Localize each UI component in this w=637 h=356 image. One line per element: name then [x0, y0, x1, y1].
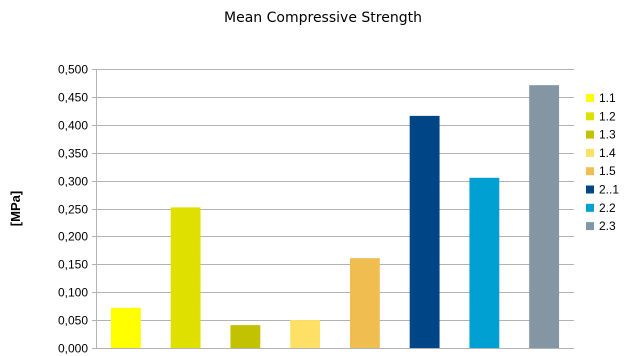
legend-label: 1.1: [599, 91, 616, 105]
bar-2.2: [469, 178, 499, 348]
legend-item: 1.2: [586, 109, 616, 123]
bar-1.5: [350, 258, 380, 348]
y-axis-ticks: 0,000 0,050 0,100 0,150 0,200 0,250 0,300 0,350…: [58, 63, 88, 356]
bar-1.4: [290, 320, 320, 348]
legend-swatch: [586, 94, 594, 102]
y-axis-label: [MPa]: [8, 191, 23, 226]
legend-label: 1.2: [599, 109, 616, 123]
y-tick-label: 0,500: [58, 63, 88, 77]
legend-item: 2.3: [586, 219, 616, 233]
bar-1.1: [111, 308, 141, 348]
y-tick-label: 0,300: [58, 175, 88, 189]
legend-item: 2..1: [586, 183, 619, 197]
legend-label: 1.4: [599, 146, 616, 160]
y-tick-label: 0,150: [58, 258, 88, 272]
legend-swatch: [586, 222, 594, 230]
legend-swatch: [586, 204, 594, 212]
legend-label: 2.2: [599, 201, 616, 215]
y-tick-label: 0,100: [58, 286, 88, 300]
legend-swatch: [586, 186, 594, 194]
legend-item: 1.5: [586, 164, 616, 178]
legend-swatch: [586, 149, 594, 157]
y-tick-label: 0,000: [58, 342, 88, 356]
legend-label: 1.3: [599, 128, 616, 142]
bar-1.3: [230, 325, 260, 348]
y-tick-label: 0,250: [58, 203, 88, 217]
grid: [92, 70, 574, 349]
legend: 1.1 1.2 1.3 1.4 1.5 2..1 2.2 2.3: [586, 91, 619, 233]
legend-item: 1.4: [586, 146, 616, 160]
bar-2.3: [529, 85, 559, 348]
legend-swatch: [586, 131, 594, 139]
legend-label: 1.5: [599, 164, 616, 178]
y-tick-label: 0,350: [58, 147, 88, 161]
legend-label: 2..1: [599, 183, 619, 197]
legend-item: 1.1: [586, 91, 616, 105]
chart-title: Mean Compressive Strength: [224, 10, 422, 26]
bar-1.2: [171, 207, 201, 348]
bars: [111, 85, 559, 348]
legend-swatch: [586, 112, 594, 120]
legend-item: 2.2: [586, 201, 616, 215]
y-tick-label: 0,200: [58, 230, 88, 244]
legend-item: 1.3: [586, 128, 616, 142]
bar-2..1: [410, 116, 440, 348]
y-tick-label: 0,400: [58, 119, 88, 133]
y-tick-label: 0,050: [58, 314, 88, 328]
legend-swatch: [586, 167, 594, 175]
y-tick-label: 0,450: [58, 91, 88, 105]
legend-label: 2.3: [599, 219, 616, 233]
